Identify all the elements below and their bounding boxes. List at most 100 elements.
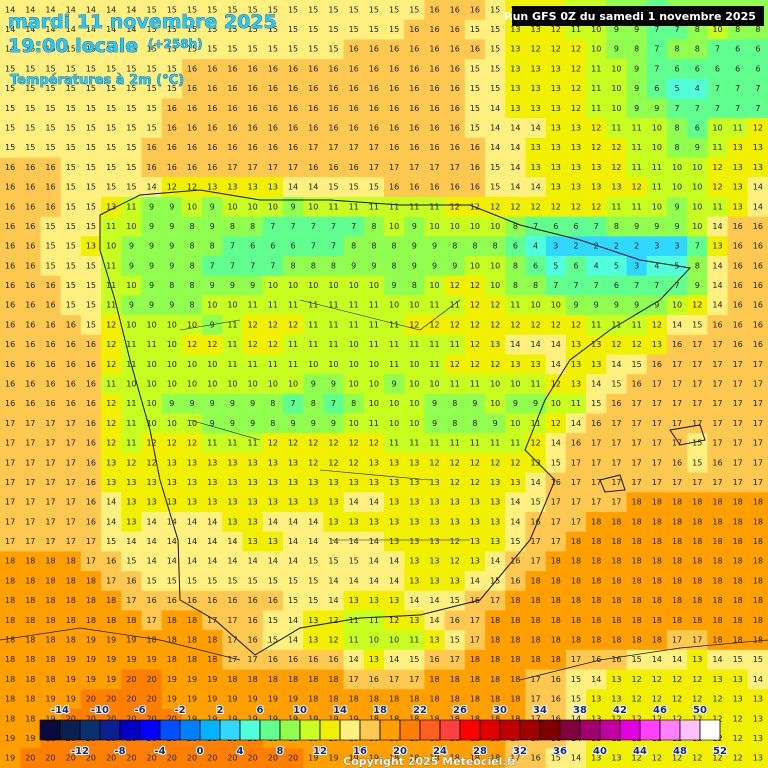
field-cell (60, 177, 82, 198)
grid-value: 13 (591, 695, 601, 704)
grid-value: 16 (470, 45, 480, 54)
field-cell (282, 59, 304, 80)
field-cell (626, 78, 648, 99)
field-cell (666, 137, 688, 159)
grid-value: 14 (712, 281, 722, 290)
grid-value: 17 (571, 478, 581, 487)
grid-value: 17 (712, 419, 722, 428)
field-cell (121, 236, 142, 257)
field-cell (323, 137, 345, 159)
field-cell (687, 216, 708, 237)
grid-value: 18 (733, 537, 743, 546)
grid-value: 16 (349, 64, 359, 73)
grid-value: 16 (207, 104, 217, 113)
grid-value: 16 (753, 242, 763, 251)
grid-value: 9 (210, 419, 215, 428)
grid-value: 15 (530, 498, 540, 507)
field-cell (101, 157, 122, 178)
grid-value: 16 (349, 84, 359, 93)
field-cell (384, 59, 405, 80)
field-cell (80, 78, 102, 99)
grid-value: 18 (753, 537, 763, 546)
grid-value: 15 (328, 25, 338, 34)
grid-value: 11 (126, 439, 136, 448)
field-cell (80, 39, 102, 60)
grid-value: 11 (106, 281, 116, 290)
grid-value: 16 (328, 84, 338, 93)
field-cell (464, 137, 486, 159)
field-cell (646, 118, 668, 139)
grid-value: 17 (227, 616, 237, 625)
field-cell (80, 236, 102, 257)
grid-value: 13 (106, 458, 116, 467)
grid-value: 12 (652, 675, 662, 684)
grid-value: 10 (187, 360, 197, 369)
grid-value: 13 (167, 458, 177, 467)
grid-value: 17 (712, 380, 722, 389)
grid-value: 15 (268, 576, 278, 585)
grid-value: 11 (429, 439, 439, 448)
field-cell (565, 157, 587, 178)
field-cell (505, 256, 526, 277)
grid-value: 16 (288, 655, 298, 664)
field-cell (121, 216, 142, 237)
grid-value: 4 (695, 84, 700, 93)
grid-value: 17 (389, 163, 399, 172)
grid-value: 6 (573, 261, 578, 270)
grid-value: 10 (692, 183, 702, 192)
grid-value: 12 (187, 439, 197, 448)
field-cell (101, 19, 122, 40)
field-cell (606, 177, 628, 198)
grid-value: 14 (288, 517, 298, 526)
grid-value: 17 (551, 498, 561, 507)
grid-value: 8 (735, 25, 740, 34)
grid-value: 13 (227, 458, 237, 467)
grid-value: 17 (5, 478, 15, 487)
field-cell (0, 196, 21, 218)
grid-value: 10 (712, 124, 722, 133)
grid-value: 13 (490, 517, 500, 526)
grid-value: 10 (349, 340, 359, 349)
grid-value: 14 (510, 498, 520, 507)
grid-value: 18 (652, 636, 662, 645)
field-cell (262, 137, 284, 159)
grid-value: 10 (490, 261, 500, 270)
legend-swatch (619, 719, 641, 741)
field-cell (40, 0, 62, 21)
grid-value: 14 (510, 163, 520, 172)
grid-value: 18 (712, 557, 722, 566)
grid-value: 18 (510, 616, 520, 625)
grid-value: 20 (167, 754, 177, 763)
field-cell (242, 295, 264, 316)
grid-value: 16 (369, 64, 379, 73)
field-cell (222, 59, 244, 80)
grid-value: 16 (429, 124, 439, 133)
grid-value: 14 (146, 557, 156, 566)
grid-value: 15 (146, 104, 156, 113)
grid-value: 8 (371, 222, 376, 231)
grid-value: 12 (470, 320, 480, 329)
field-cell (646, 275, 668, 296)
legend-label: 38 (573, 705, 587, 716)
grid-value: 17 (66, 419, 76, 428)
grid-value: 8 (331, 261, 336, 270)
grid-value: 10 (126, 222, 136, 231)
grid-value: 16 (733, 281, 743, 290)
grid-value: 13 (551, 104, 561, 113)
grid-value: 14 (591, 380, 601, 389)
grid-value: 18 (490, 616, 500, 625)
grid-value: 18 (429, 675, 439, 684)
field-cell (303, 39, 324, 60)
grid-value: 7 (695, 242, 700, 251)
grid-value: 10 (530, 301, 540, 310)
field-cell (626, 39, 648, 60)
field-cell (262, 19, 284, 40)
grid-value: 6 (654, 84, 659, 93)
grid-value: 11 (571, 25, 581, 34)
grid-value: 9 (210, 320, 215, 329)
grid-value: 13 (248, 517, 258, 526)
grid-value: 11 (349, 616, 359, 625)
grid-value: 14 (349, 576, 359, 585)
field-cell (545, 256, 567, 277)
grid-value: 17 (450, 163, 460, 172)
